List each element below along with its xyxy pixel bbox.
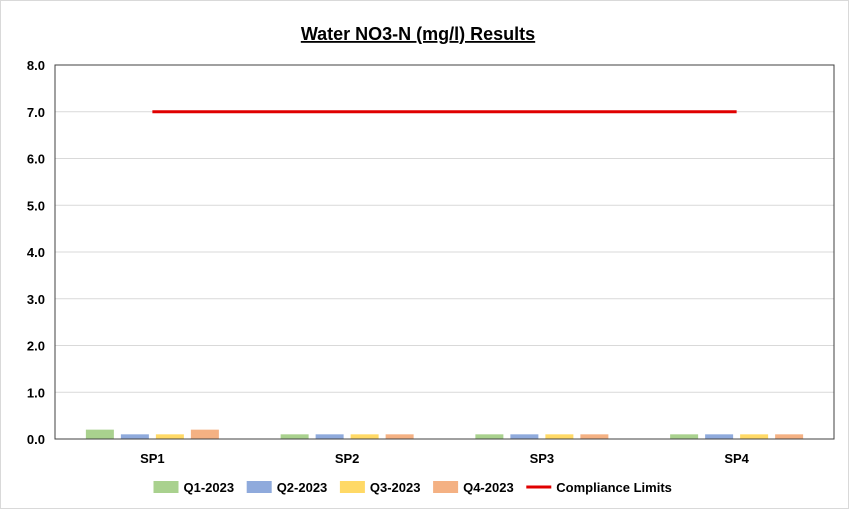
legend-label: Compliance Limits xyxy=(556,480,672,495)
y-tick-label: 2.0 xyxy=(27,339,45,354)
legend-item: Q4-2023 xyxy=(433,480,514,495)
gridlines xyxy=(55,111,834,393)
x-axis-categories: SP1 SP2 SP3 SP4 xyxy=(140,451,750,466)
bar-sp4-q4-2023 xyxy=(775,434,804,439)
x-category-label: SP4 xyxy=(724,451,749,466)
bar-sp2-q3-2023 xyxy=(350,434,379,439)
legend-label: Q1-2023 xyxy=(184,480,235,495)
legend-swatch xyxy=(246,481,272,493)
bar-sp4-q1-2023 xyxy=(670,434,699,439)
bar-sp3-q3-2023 xyxy=(545,434,574,439)
legend-swatch xyxy=(153,481,179,493)
x-category-label: SP1 xyxy=(140,451,165,466)
legend-item: Q2-2023 xyxy=(246,480,328,495)
legend-item: Q1-2023 xyxy=(153,480,235,495)
bar-sp1-q4-2023 xyxy=(190,429,219,439)
legend: Q1-2023 Q2-2023 Q3-2023 Q4-2023 Compliance L… xyxy=(153,480,672,495)
legend-label: Q2-2023 xyxy=(277,480,328,495)
legend-label: Q4-2023 xyxy=(463,480,514,495)
chart-title: Water NO3-N (mg/l) Results xyxy=(301,24,535,44)
y-tick-label: 3.0 xyxy=(27,292,45,307)
y-tick-label: 0.0 xyxy=(27,432,45,447)
y-tick-label: 7.0 xyxy=(27,105,45,120)
bar-sp3-q2-2023 xyxy=(510,434,539,439)
bar-sp2-q4-2023 xyxy=(385,434,414,439)
bar-sp2-q2-2023 xyxy=(315,434,344,439)
bar-sp3-q1-2023 xyxy=(475,434,504,439)
legend-item: Q3-2023 xyxy=(339,480,421,495)
y-tick-label: 1.0 xyxy=(27,385,45,400)
y-tick-label: 5.0 xyxy=(27,198,45,213)
bar-sp3-q4-2023 xyxy=(580,434,609,439)
y-tick-label: 8.0 xyxy=(27,58,45,73)
legend-item: Compliance Limits xyxy=(526,480,672,495)
bar-sp4-q2-2023 xyxy=(705,434,734,439)
bars xyxy=(85,429,804,439)
bar-sp1-q2-2023 xyxy=(120,434,149,439)
y-axis-ticks: 0.0 1.0 2.0 3.0 4.0 5.0 6.0 7.0 8.0 xyxy=(27,58,45,447)
legend-swatch xyxy=(339,481,365,493)
bar-sp4-q3-2023 xyxy=(740,434,769,439)
x-category-label: SP2 xyxy=(335,451,360,466)
plot-area xyxy=(54,64,835,440)
bar-sp2-q1-2023 xyxy=(280,434,309,439)
bar-sp1-q3-2023 xyxy=(155,434,184,439)
legend-swatch xyxy=(433,481,459,493)
bar-sp1-q1-2023 xyxy=(85,429,114,439)
legend-label: Q3-2023 xyxy=(370,480,421,495)
x-category-label: SP3 xyxy=(530,451,555,466)
y-tick-label: 4.0 xyxy=(27,245,45,260)
y-tick-label: 6.0 xyxy=(27,152,45,167)
